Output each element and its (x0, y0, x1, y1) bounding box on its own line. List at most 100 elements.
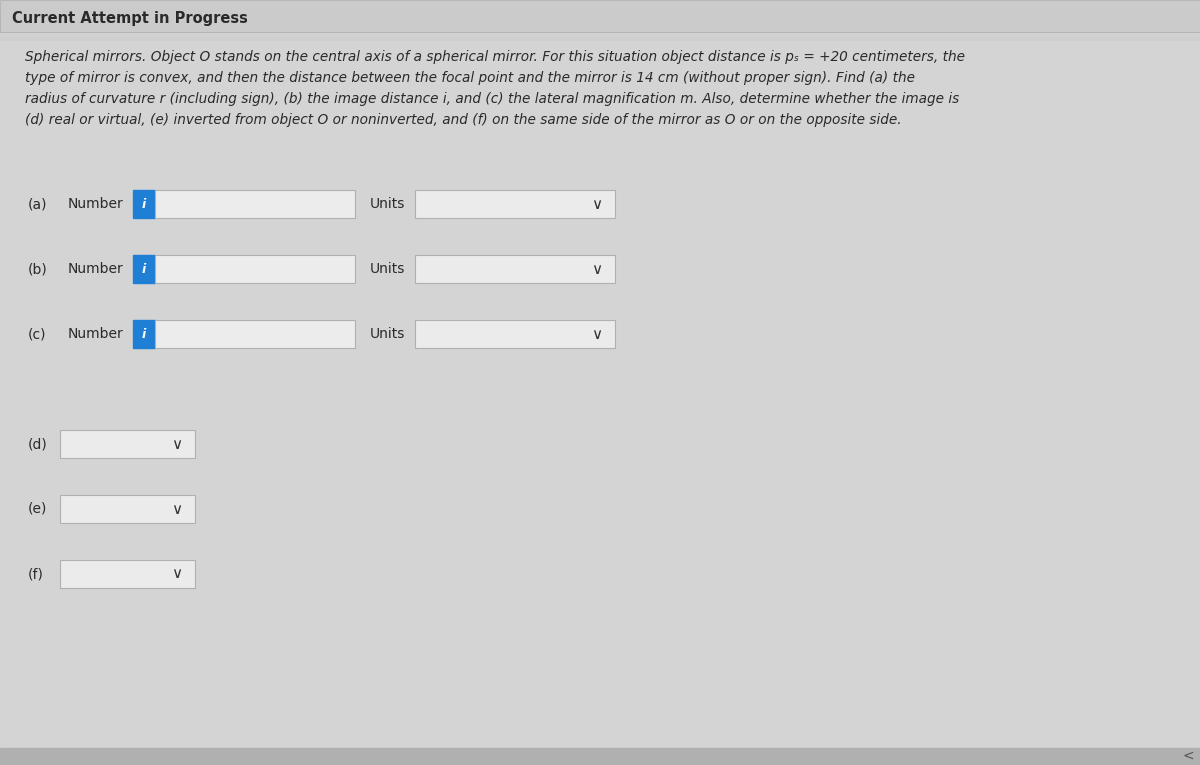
Bar (60, 430, 194, 458)
Bar (0, 2, 1200, 3)
Text: Units: Units (370, 262, 406, 276)
Bar (0, 35, 1200, 37)
Bar (155, 255, 355, 283)
Bar (0, 4, 1200, 5)
Bar (0, 17, 1200, 18)
Bar (0, 6, 1200, 7)
Text: i: i (142, 262, 146, 275)
Text: ∨: ∨ (172, 567, 182, 581)
Text: Number: Number (68, 197, 124, 211)
Bar (415, 320, 616, 348)
Bar (0, 27, 1200, 28)
Bar (415, 190, 616, 218)
Text: i: i (142, 197, 146, 210)
Bar (0, 5, 1200, 6)
Bar (0, 23, 1200, 24)
Text: (e): (e) (28, 502, 47, 516)
Bar (0, 16, 1200, 17)
Text: ∨: ∨ (172, 437, 182, 451)
Bar (133, 255, 155, 283)
Bar (0, 33, 1200, 34)
Text: (d) real or virtual, (e) inverted from object O or noninverted, and (f) on the s: (d) real or virtual, (e) inverted from o… (25, 113, 901, 127)
Text: ∨: ∨ (172, 502, 182, 516)
Bar (0, 0, 1200, 32)
Bar (0, 14, 1200, 15)
Bar (0, 32, 1200, 33)
Bar (0, 18, 1200, 19)
Bar (0, 12, 1200, 14)
Text: i: i (142, 327, 146, 340)
Bar (0, 11, 1200, 12)
Bar (133, 190, 155, 218)
Bar (0, 14, 1200, 15)
Bar (0, 8, 1200, 9)
Bar (0, 39, 1200, 40)
Bar (0, 1, 1200, 2)
Bar (0, 5, 1200, 6)
Bar (0, 28, 1200, 30)
Bar (0, 11, 1200, 12)
Bar (0, 7, 1200, 8)
Bar (0, 26, 1200, 27)
Bar (0, 31, 1200, 32)
Bar (155, 320, 355, 348)
Bar (0, 748, 1200, 765)
Bar (0, 1, 1200, 2)
Bar (0, 9, 1200, 10)
Bar (0, 37, 1200, 38)
Text: Spherical mirrors. Object O stands on the central axis of a spherical mirror. Fo: Spherical mirrors. Object O stands on th… (25, 50, 965, 64)
Bar (0, 19, 1200, 21)
Text: Units: Units (370, 327, 406, 341)
Bar (155, 190, 355, 218)
Text: Number: Number (68, 262, 124, 276)
Text: (a): (a) (28, 197, 48, 211)
Bar (0, 24, 1200, 25)
Text: (d): (d) (28, 437, 48, 451)
Bar (0, 30, 1200, 31)
Bar (0, 22, 1200, 24)
Bar (0, 4, 1200, 5)
Bar (0, 15, 1200, 17)
Bar (0, 6, 1200, 8)
Bar (415, 255, 616, 283)
Bar (0, 38, 1200, 39)
Text: ∨: ∨ (592, 327, 602, 341)
Bar (0, 3, 1200, 4)
Text: (b): (b) (28, 262, 48, 276)
Text: Number: Number (68, 327, 124, 341)
Bar (0, 8, 1200, 9)
Bar (0, 12, 1200, 13)
Bar (0, 25, 1200, 27)
Bar (60, 560, 194, 588)
Bar (133, 320, 155, 348)
Bar (0, 30, 1200, 31)
Bar (0, 21, 1200, 22)
Text: (c): (c) (28, 327, 47, 341)
Bar (0, 20, 1200, 21)
Bar (0, 35, 1200, 36)
Bar (0, 2, 1200, 4)
Bar (0, 31, 1200, 32)
Text: Current Attempt in Progress: Current Attempt in Progress (12, 11, 248, 25)
Bar (0, 13, 1200, 14)
Bar (0, 37, 1200, 38)
Bar (0, 36, 1200, 37)
Text: ∨: ∨ (592, 262, 602, 276)
Bar (0, 9, 1200, 11)
Bar (0, 29, 1200, 30)
Bar (0, 38, 1200, 40)
Bar (0, 28, 1200, 29)
Text: radius of curvature r (including sign), (b) the image distance i, and (c) the la: radius of curvature r (including sign), … (25, 92, 959, 106)
Text: type of mirror is convex, and then the distance between the focal point and the : type of mirror is convex, and then the d… (25, 71, 916, 85)
Text: Units: Units (370, 197, 406, 211)
Bar (0, 22, 1200, 23)
Bar (0, 18, 1200, 19)
Bar (60, 495, 194, 523)
Bar (0, 32, 1200, 34)
Bar (0, 21, 1200, 22)
Bar (0, 27, 1200, 28)
Bar (0, 40, 1200, 41)
Bar (0, 25, 1200, 26)
Bar (0, 34, 1200, 35)
Bar (0, 19, 1200, 20)
